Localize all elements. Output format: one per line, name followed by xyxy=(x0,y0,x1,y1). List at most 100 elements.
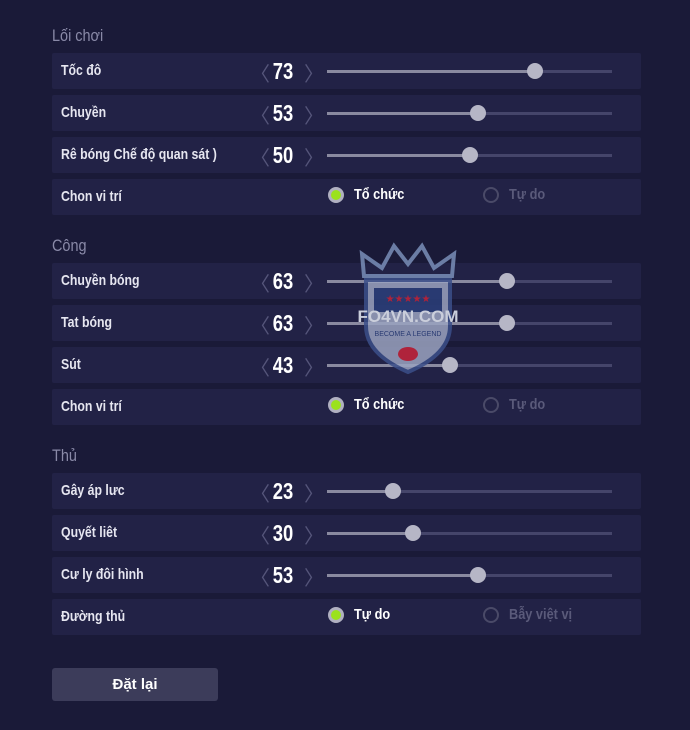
slider-track[interactable] xyxy=(327,147,612,163)
svg-text:FO4VN.COM: FO4VN.COM xyxy=(357,307,458,326)
chevron-right-icon[interactable]: 〉 xyxy=(304,274,324,296)
radio-option-label: Tổ chức xyxy=(354,396,405,413)
chevron-right-icon[interactable]: 〉 xyxy=(304,484,324,506)
svg-text:★★★★★: ★★★★★ xyxy=(386,294,431,305)
slider-value: 50 xyxy=(272,142,294,168)
slider-thumb[interactable] xyxy=(404,525,421,541)
slider-thumb[interactable] xyxy=(498,273,515,289)
radio-option[interactable]: Tự do xyxy=(483,186,552,203)
fo4vn-watermark-logo: ★★★★★ FO4VN.COM BECOME A LEGEND xyxy=(357,242,459,375)
slider-row: Sút 〈 43 〉 xyxy=(52,347,641,383)
chevron-left-icon[interactable]: 〈 xyxy=(250,64,270,86)
radio-option[interactable]: Tự do xyxy=(483,396,552,413)
chevron-right-icon[interactable]: 〉 xyxy=(304,106,324,128)
slider-fill xyxy=(327,364,450,367)
slider-thumb[interactable] xyxy=(461,147,478,163)
slider-label: Rê bóng Chế độ quan sát ) xyxy=(61,146,217,163)
slider-row: Quyết liêt 〈 30 〉 xyxy=(52,515,641,551)
slider-thumb[interactable] xyxy=(498,315,515,331)
section-title: Công xyxy=(52,236,87,255)
slider-thumb[interactable] xyxy=(470,105,487,121)
radio-option[interactable]: Tự do xyxy=(328,606,397,623)
slider-label: Chuyền xyxy=(61,104,107,121)
chevron-left-icon[interactable]: 〈 xyxy=(250,148,270,170)
radio-option[interactable]: Tổ chức xyxy=(328,186,413,203)
slider-fill xyxy=(327,112,479,115)
slider-label: Cư ly đôi hình xyxy=(61,566,144,583)
slider-fill xyxy=(327,532,413,535)
slider-label: Sút xyxy=(61,356,81,373)
slider-track[interactable] xyxy=(327,525,612,541)
radio-label: Chon vi trí xyxy=(61,398,122,415)
radio-icon xyxy=(328,606,344,623)
slider-row: Tốc đô 〈 73 〉 xyxy=(52,53,641,89)
slider-value: 73 xyxy=(272,58,294,84)
radio-option-label: Tự do xyxy=(509,186,546,203)
radio-icon xyxy=(328,186,344,203)
radio-option[interactable]: Bẫy việt vị xyxy=(483,606,583,623)
slider-value: 43 xyxy=(272,352,294,378)
radio-option-label: Tự do xyxy=(509,396,546,413)
chevron-right-icon[interactable]: 〉 xyxy=(304,568,324,590)
chevron-right-icon[interactable]: 〉 xyxy=(304,526,324,548)
slider-row: Gây áp lưc 〈 23 〉 xyxy=(52,473,641,509)
chevron-right-icon[interactable]: 〉 xyxy=(304,64,324,86)
slider-value: 30 xyxy=(272,520,294,546)
slider-thumb[interactable] xyxy=(441,357,458,373)
chevron-right-icon[interactable]: 〉 xyxy=(304,316,324,338)
radio-icon xyxy=(483,606,499,623)
chevron-left-icon[interactable]: 〈 xyxy=(250,484,270,506)
slider-track[interactable] xyxy=(327,567,612,583)
radio-icon xyxy=(483,186,499,203)
slider-value: 63 xyxy=(272,310,294,336)
slider-row: Tat bóng 〈 63 〉 xyxy=(52,305,641,341)
slider-fill xyxy=(327,490,393,493)
chevron-right-icon[interactable]: 〉 xyxy=(304,148,324,170)
chevron-left-icon[interactable]: 〈 xyxy=(250,316,270,338)
slider-fill xyxy=(327,70,536,73)
radio-option-label: Tự do xyxy=(354,606,391,623)
radio-option-label: Tổ chức xyxy=(354,186,405,203)
radio-icon xyxy=(328,396,344,413)
slider-value: 53 xyxy=(272,562,294,588)
slider-track[interactable] xyxy=(327,63,612,79)
chevron-left-icon[interactable]: 〈 xyxy=(250,568,270,590)
radio-row: Đường thủ Tự do Bẫy việt vị xyxy=(52,599,641,635)
slider-label: Gây áp lưc xyxy=(61,482,125,499)
radio-option[interactable]: Tổ chức xyxy=(328,396,413,413)
radio-row: Chon vi trí Tổ chức Tự do xyxy=(52,179,641,215)
slider-thumb[interactable] xyxy=(470,567,487,583)
svg-text:BECOME A LEGEND: BECOME A LEGEND xyxy=(375,331,442,338)
chevron-left-icon[interactable]: 〈 xyxy=(250,358,270,380)
radio-option-label: Bẫy việt vị xyxy=(509,606,573,623)
radio-row: Chon vi trí Tổ chức Tự do xyxy=(52,389,641,425)
section-title: Lối chơi xyxy=(52,26,104,45)
radio-icon xyxy=(483,396,499,413)
slider-value: 23 xyxy=(272,478,294,504)
slider-thumb[interactable] xyxy=(384,483,401,499)
slider-label: Tốc đô xyxy=(61,62,102,79)
slider-track[interactable] xyxy=(327,357,612,373)
slider-value: 53 xyxy=(272,100,294,126)
chevron-left-icon[interactable]: 〈 xyxy=(250,526,270,548)
radio-label: Đường thủ xyxy=(61,608,126,625)
slider-track[interactable] xyxy=(327,483,612,499)
section-title: Thủ xyxy=(52,446,77,465)
slider-track[interactable] xyxy=(327,105,612,121)
chevron-right-icon[interactable]: 〉 xyxy=(304,358,324,380)
radio-label: Chon vi trí xyxy=(61,188,122,205)
chevron-left-icon[interactable]: 〈 xyxy=(250,106,270,128)
slider-label: Tat bóng xyxy=(61,314,113,331)
slider-row: Cư ly đôi hình 〈 53 〉 xyxy=(52,557,641,593)
slider-value: 63 xyxy=(272,268,294,294)
slider-row: Rê bóng Chế độ quan sát ) 〈 50 〉 xyxy=(52,137,641,173)
reset-button[interactable]: Đặt lại xyxy=(52,668,218,701)
slider-fill xyxy=(327,574,479,577)
slider-row: Chuyền 〈 53 〉 xyxy=(52,95,641,131)
chevron-left-icon[interactable]: 〈 xyxy=(250,274,270,296)
slider-row: Chuyền bóng 〈 63 〉 xyxy=(52,263,641,299)
slider-label: Quyết liêt xyxy=(61,524,118,541)
slider-label: Chuyền bóng xyxy=(61,272,140,289)
slider-fill xyxy=(327,154,470,157)
slider-thumb[interactable] xyxy=(527,63,544,79)
